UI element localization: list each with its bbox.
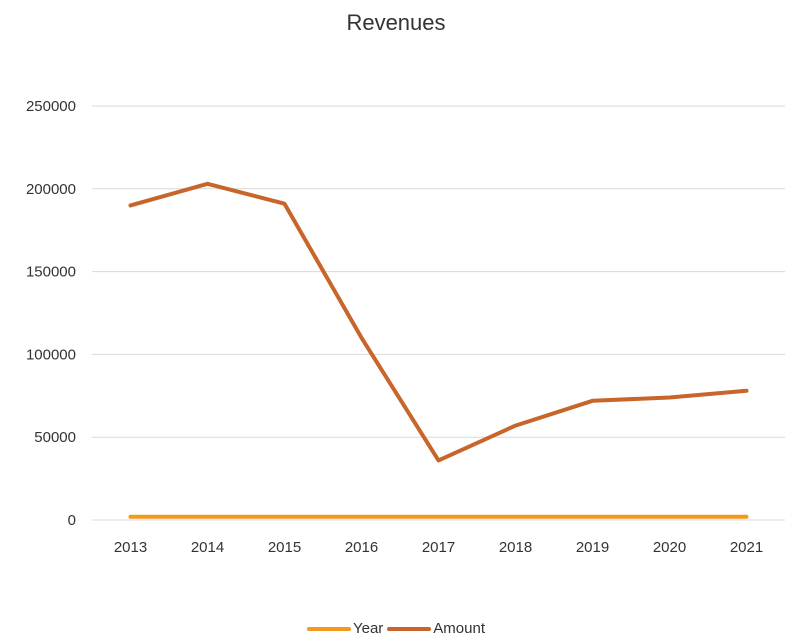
legend-swatch-year xyxy=(306,626,351,631)
x-tick-label: 2020 xyxy=(653,539,686,556)
y-tick-label: 250000 xyxy=(26,98,76,115)
legend-label-amount: Amount xyxy=(433,620,485,637)
chart-title: Revenues xyxy=(346,10,446,35)
y-tick-label: 100000 xyxy=(26,346,76,363)
x-axis-tick-labels: 2013 2014 2015 2016 2017 2018 2019 2020 2021 xyxy=(114,539,763,556)
legend-swatch-amount xyxy=(387,626,432,631)
x-tick-label: 2015 xyxy=(268,539,301,556)
x-tick-label: 2018 xyxy=(499,539,532,556)
y-axis-tick-labels: 0 50000 100000 150000 200000 250000 xyxy=(26,98,76,529)
series-line-amount xyxy=(128,181,749,463)
legend-label-year: Year xyxy=(352,620,384,637)
x-tick-label: 2017 xyxy=(422,539,455,556)
series-lines xyxy=(128,181,749,519)
x-tick-label: 2014 xyxy=(191,539,224,556)
legend-item-amount: Amount xyxy=(387,620,485,637)
x-tick-label: 2013 xyxy=(114,539,147,556)
x-tick-label: 2016 xyxy=(345,539,378,556)
y-tick-label: 0 xyxy=(68,512,76,529)
y-tick-label: 150000 xyxy=(26,264,76,281)
x-tick-label: 2019 xyxy=(576,539,609,556)
legend: Year Amount xyxy=(0,620,792,637)
gridlines xyxy=(92,105,785,521)
legend-item-year: Year xyxy=(306,620,384,637)
x-tick-label: 2021 xyxy=(730,539,763,556)
y-tick-label: 200000 xyxy=(26,181,76,198)
y-tick-label: 50000 xyxy=(34,429,76,446)
